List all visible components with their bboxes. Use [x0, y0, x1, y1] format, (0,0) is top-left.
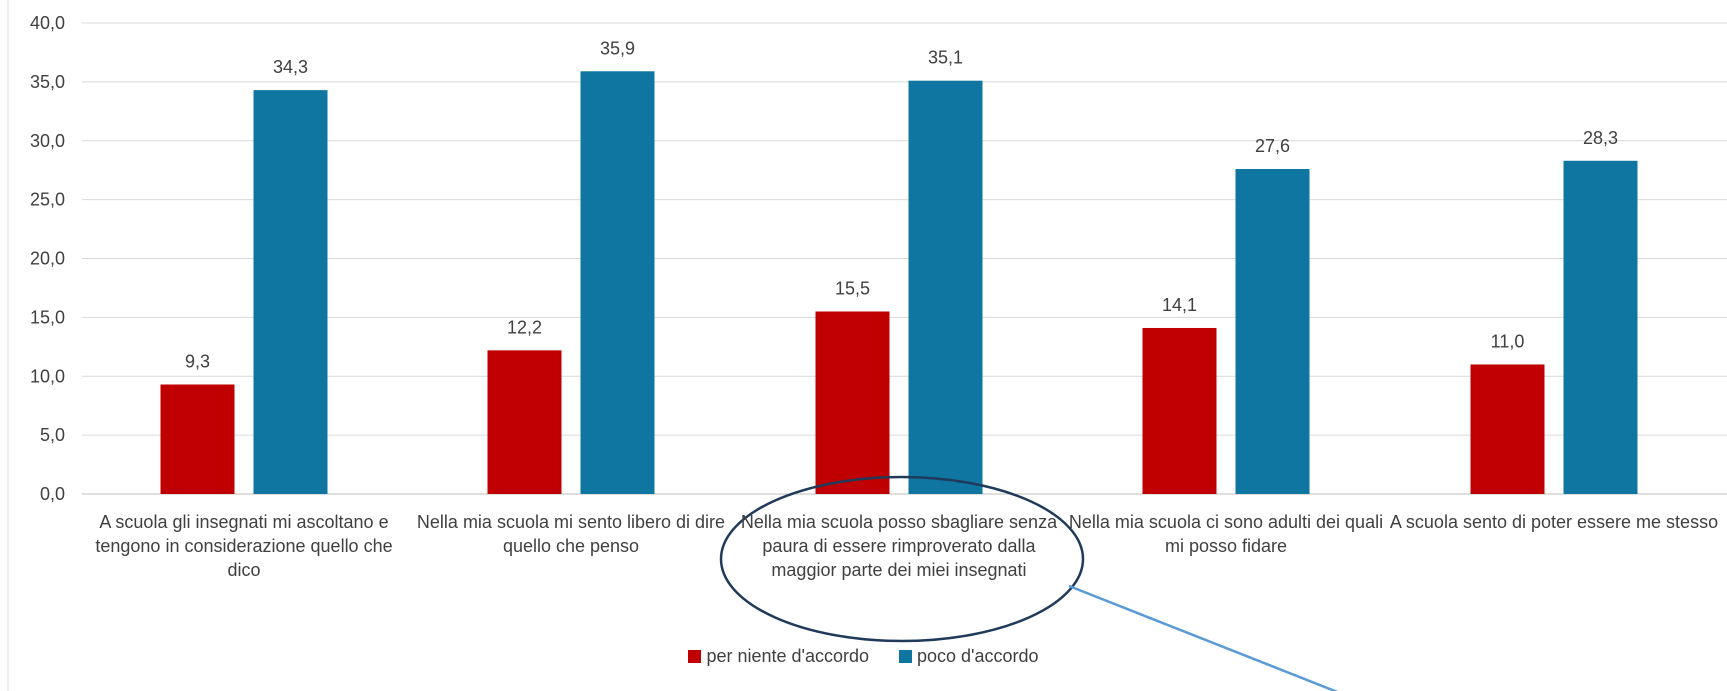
- y-axis-ticks: 0,0 5,0 10,0 15,0 20,0 25,0 30,0 35,0 40,0: [30, 13, 65, 504]
- annotation-arrow: [1068, 584, 1339, 691]
- gridlines: [82, 22, 1727, 495]
- data-label: 28,3: [1583, 128, 1618, 148]
- bar-per-niente-3: [815, 311, 890, 494]
- data-label: 35,9: [600, 38, 635, 58]
- highlight-ellipse: [719, 475, 1085, 643]
- y-tick-label: 30,0: [30, 131, 65, 151]
- legend-item-series-2: poco d'accordo: [899, 646, 1039, 667]
- bar-per-niente-4: [1142, 327, 1217, 494]
- bar-per-niente-1: [160, 384, 235, 494]
- bar-poco-3: [908, 80, 983, 494]
- data-label: 9,3: [185, 351, 210, 371]
- y-tick-label: 35,0: [30, 72, 65, 92]
- chart-area-border: [7, 0, 9, 691]
- data-labels: 9,3 34,3 12,2 35,9 15,5 35,1 14,1 27,6 11,0 28,3: [185, 38, 1618, 371]
- data-label: 11,0: [1491, 331, 1525, 351]
- y-tick-label: 25,0: [30, 190, 65, 210]
- category-label-3: Nella mia scuola posso sbagliare senza p…: [740, 512, 1058, 580]
- y-tick-label: 5,0: [40, 425, 65, 445]
- y-tick-label: 0,0: [40, 484, 65, 504]
- data-label: 34,3: [273, 57, 308, 77]
- bar-poco-5: [1563, 160, 1638, 494]
- bar-per-niente-5: [1470, 364, 1545, 494]
- data-label: 12,2: [507, 317, 542, 337]
- category-label-5: A scuola sento di poter essere me stesso: [1389, 512, 1719, 532]
- bars: [160, 71, 1638, 495]
- annotation: [719, 475, 1339, 691]
- y-tick-label: 15,0: [30, 307, 65, 327]
- legend-label-series-2: poco d'accordo: [917, 646, 1039, 666]
- legend-swatch-series-1: [688, 650, 702, 663]
- legend: per niente d'accordo poco d'accordo: [0, 646, 1727, 667]
- data-label: 27,6: [1255, 136, 1290, 156]
- y-tick-label: 20,0: [30, 249, 65, 269]
- bar-poco-2: [580, 71, 655, 494]
- bar-per-niente-2: [487, 350, 562, 494]
- data-label: 35,1: [928, 48, 963, 68]
- legend-swatch-series-2: [899, 650, 912, 663]
- bar-poco-1: [253, 90, 328, 495]
- legend-label-series-1: per niente d'accordo: [706, 646, 869, 666]
- category-label-1: A scuola gli insegnati mi ascoltano e te…: [95, 512, 393, 580]
- category-label-2: Nella mia scuola mi sento libero di dire…: [416, 512, 726, 556]
- data-label: 15,5: [835, 278, 870, 298]
- y-tick-label: 40,0: [30, 13, 65, 33]
- y-tick-label: 10,0: [30, 366, 65, 386]
- data-label: 14,1: [1162, 295, 1197, 315]
- category-label-4: Nella mia scuola ci sono adulti dei qual…: [1068, 512, 1384, 556]
- legend-item-series-1: per niente d'accordo: [688, 646, 869, 667]
- bar-poco-4: [1235, 169, 1310, 494]
